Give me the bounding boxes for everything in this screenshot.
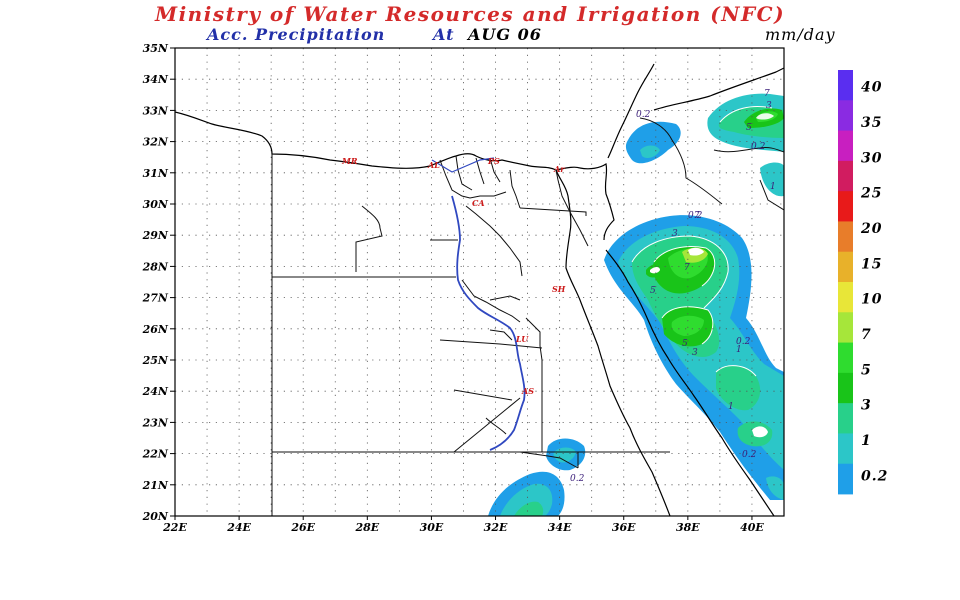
lon-tick-label: 36E — [612, 521, 636, 534]
colorbar-swatch — [838, 403, 853, 434]
map-plot-area — [175, 48, 784, 516]
colorbar-swatch — [838, 463, 853, 495]
lat-tick-label: 35N — [143, 42, 169, 55]
lon-tick-label: 30E — [420, 521, 444, 534]
longitude-axis: 22E 24E 26E 28E 30E 32E 34E 36E 38E 40E — [162, 516, 764, 534]
city-label: MR — [341, 156, 358, 166]
colorbar-swatch — [838, 312, 853, 343]
city-label: PS — [487, 156, 500, 166]
contour-label: 0.2 — [736, 337, 751, 347]
lat-tick-label: 25N — [142, 354, 169, 367]
lat-tick-label: 20N — [142, 510, 169, 523]
lat-tick-label: 24N — [142, 385, 169, 398]
nile-river — [451, 195, 526, 451]
colorbar-label: 15 — [861, 256, 882, 272]
unit-label: mm/day — [765, 25, 836, 44]
precip-area-ne — [707, 93, 784, 197]
city-label: AS — [521, 386, 534, 396]
contour-label: 1 — [728, 402, 734, 412]
contour-label: 7 — [684, 263, 690, 273]
lon-tick-label: 40E — [740, 521, 764, 534]
contour-label: 1 — [736, 345, 742, 355]
map-subtitle: Acc. Precipitation At AUG 06 — [205, 25, 542, 44]
colorbar-label: 35 — [861, 115, 882, 131]
colorbar-swatch — [838, 282, 853, 313]
contour-label: 5 — [650, 286, 656, 296]
colorbar-swatch — [838, 70, 853, 101]
colorbar-label: 7 — [861, 327, 872, 343]
contour-label: 0.2 — [688, 211, 703, 221]
colorbar-swatch — [838, 342, 853, 374]
lat-tick-label: 26N — [142, 323, 169, 336]
contour-label: 3 — [692, 348, 698, 358]
colorbar-swatch — [838, 433, 853, 465]
lon-tick-label: 28E — [354, 521, 379, 534]
precip-area-red-sea — [604, 215, 784, 500]
subtitle-at: At — [431, 25, 455, 44]
precip-area-sudan — [488, 438, 586, 516]
colorbar-label: 10 — [861, 292, 882, 308]
colorbar-label: 30 — [861, 150, 882, 166]
lat-tick-label: 30N — [143, 198, 169, 211]
colorbar-label: 0.2 — [861, 468, 888, 484]
city-label: CA — [472, 198, 485, 208]
lat-tick-label: 27N — [142, 292, 169, 305]
lat-tick-label: 34N — [143, 73, 169, 86]
colorbar-swatch — [838, 100, 853, 131]
lat-tick-label: 28N — [142, 260, 169, 273]
colorbar-label: 3 — [861, 398, 872, 414]
contour-label: 3 — [766, 101, 772, 111]
contour-label: 3 — [672, 229, 678, 239]
political-boundaries — [271, 117, 784, 516]
lat-tick-label: 21N — [142, 479, 169, 492]
contour-label: 5 — [746, 123, 752, 133]
lon-tick-label: 34E — [548, 521, 572, 534]
colorbar-label: 40 — [861, 80, 882, 96]
colorbar-swatch — [838, 251, 853, 283]
lon-tick-label: 24E — [226, 521, 251, 534]
coastlines — [175, 63, 784, 516]
contour-labels: 0.2 0.2 0.2 0.2 0.2 0.2 1 1 1 3 3 3 5 5 … — [570, 89, 776, 484]
colorbar-swatch — [838, 130, 853, 162]
colorbar-label: 25 — [860, 186, 882, 202]
contour-label: 0.2 — [751, 142, 766, 152]
city-label: SH — [552, 284, 566, 294]
city-label: AL — [427, 160, 440, 170]
subtitle-date: AUG 06 — [466, 25, 542, 44]
colorbar-label: 5 — [861, 362, 872, 378]
latitude-axis: 20N 21N 22N 23N 24N 25N 26N 27N 28N 29N 30N 31N 32N 3… — [142, 42, 175, 523]
lat-tick-label: 31N — [143, 167, 169, 180]
colorbar-swatch — [838, 191, 853, 222]
colorbar-label: 20 — [860, 221, 882, 237]
contour-label: 0.2 — [636, 110, 651, 120]
lon-tick-label: 26E — [290, 521, 315, 534]
lon-tick-label: 32E — [484, 521, 508, 534]
lon-tick-label: 22E — [162, 521, 187, 534]
colorbar-swatch — [838, 372, 853, 404]
map-frame — [174, 47, 785, 517]
colorbar-swatch — [838, 160, 853, 192]
contour-label: 0.2 — [742, 450, 757, 460]
city-label: LU — [515, 334, 529, 344]
lat-tick-label: 32N — [143, 136, 169, 149]
contour-label: 7 — [764, 89, 770, 99]
map-title: Ministry of Water Resources and Irrigati… — [154, 2, 785, 26]
city-labels: MR AL CA Ar PS SH LU AS — [341, 156, 566, 396]
contour-label: 1 — [770, 182, 776, 192]
lat-tick-label: 29N — [142, 229, 169, 242]
contour-label: 0.2 — [570, 474, 585, 484]
lat-tick-label: 23N — [142, 416, 169, 429]
colorbar-label: 1 — [861, 433, 872, 449]
colorbar-swatch — [838, 221, 853, 253]
contour-label: 5 — [682, 339, 688, 349]
city-label: Ar — [553, 164, 565, 174]
contour-lines — [631, 106, 773, 377]
lon-tick-label: 38E — [676, 521, 700, 534]
lat-tick-label: 22N — [142, 448, 169, 461]
lat-tick-label: 33N — [143, 104, 169, 117]
subtitle-prefix: Acc. Precipitation — [205, 25, 385, 44]
contour-label: 7 — [694, 211, 700, 221]
